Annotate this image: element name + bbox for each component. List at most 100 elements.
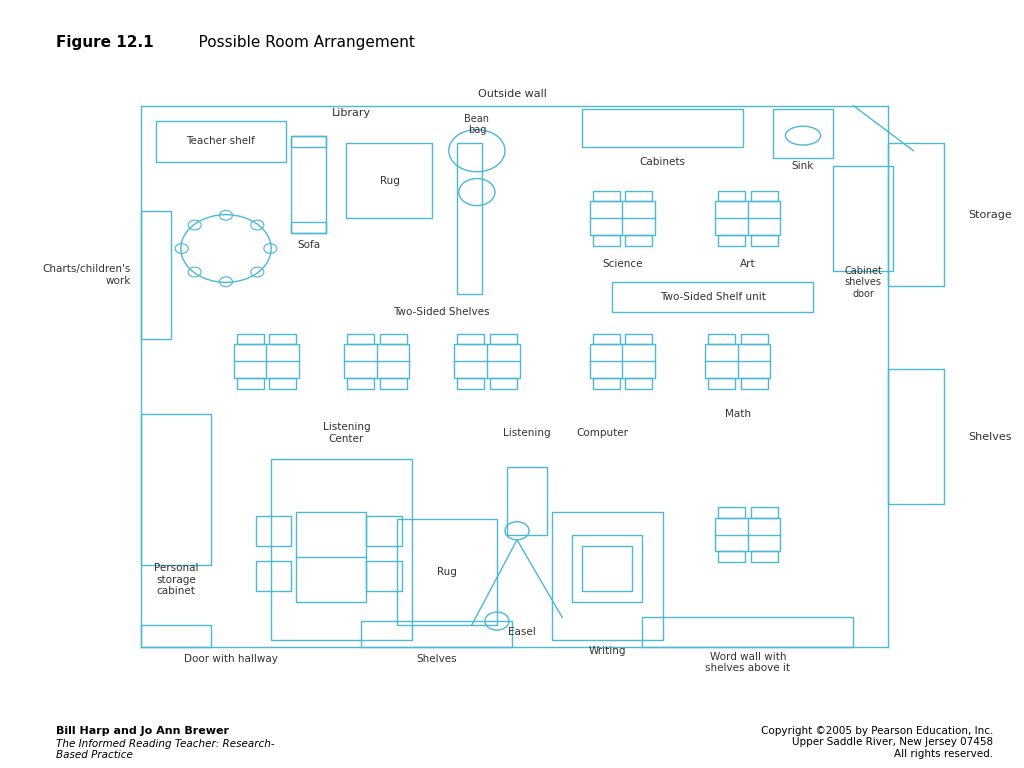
Text: Personal
storage
cabinet: Personal storage cabinet	[154, 563, 198, 596]
Bar	[140, 625, 211, 647]
Bar	[552, 512, 663, 640]
Text: Easel: Easel	[508, 627, 536, 637]
Bar	[718, 507, 745, 518]
Bar	[380, 379, 407, 389]
Text: Cabinets: Cabinets	[640, 157, 685, 167]
Text: Shelves: Shelves	[969, 432, 1012, 442]
Text: Two-Sided Shelf unit: Two-Sided Shelf unit	[659, 293, 766, 303]
Text: Door with hallway: Door with hallway	[184, 654, 278, 664]
Bar	[626, 334, 652, 345]
Bar	[715, 201, 780, 235]
Bar	[455, 345, 519, 379]
Bar	[344, 345, 410, 379]
Bar	[590, 345, 655, 379]
Bar	[626, 379, 652, 389]
Bar	[237, 334, 263, 345]
Bar	[347, 379, 374, 389]
Bar	[751, 551, 778, 562]
Bar	[751, 235, 778, 246]
Text: Rug: Rug	[437, 567, 457, 578]
Bar	[626, 191, 652, 201]
Bar	[237, 379, 263, 389]
Text: Math: Math	[725, 409, 751, 419]
Bar	[458, 334, 484, 345]
Bar	[572, 535, 642, 602]
Bar	[489, 379, 517, 389]
Bar	[269, 379, 296, 389]
Bar	[347, 334, 374, 345]
Bar	[593, 235, 620, 246]
Bar	[593, 334, 620, 345]
Bar	[296, 512, 367, 602]
Bar	[715, 518, 780, 551]
Text: Listening
Center: Listening Center	[323, 422, 371, 444]
Bar	[888, 369, 943, 505]
Bar	[367, 516, 401, 546]
Bar	[593, 379, 620, 389]
Bar	[773, 109, 834, 158]
Bar	[751, 507, 778, 518]
Bar	[626, 235, 652, 246]
Text: Science: Science	[602, 259, 643, 269]
Text: Teacher shelf: Teacher shelf	[186, 136, 255, 146]
Text: Figure 12.1: Figure 12.1	[56, 35, 154, 50]
Text: Word wall with
shelves above it: Word wall with shelves above it	[706, 652, 791, 674]
Text: Art: Art	[740, 259, 756, 269]
Bar	[291, 136, 327, 147]
Bar	[140, 211, 171, 339]
Text: Possible Room Arrangement: Possible Room Arrangement	[179, 35, 415, 50]
Bar	[367, 561, 401, 591]
Text: Copyright ©2005 by Pearson Education, Inc.
Upper Saddle River, New Jersey 07458
: Copyright ©2005 by Pearson Education, In…	[761, 726, 993, 759]
Bar	[590, 201, 655, 235]
Bar	[396, 519, 497, 625]
Bar	[346, 143, 432, 218]
Text: The Informed Reading Teacher: Research-
Based Practice: The Informed Reading Teacher: Research- …	[56, 739, 275, 760]
Bar	[269, 334, 296, 345]
Bar	[140, 414, 211, 564]
Text: Computer: Computer	[577, 428, 629, 438]
Text: Outside wall: Outside wall	[477, 89, 547, 99]
Bar	[718, 191, 745, 201]
Text: Cabinet
shelves
door: Cabinet shelves door	[845, 266, 882, 299]
Bar	[593, 191, 620, 201]
Bar	[156, 121, 286, 162]
Bar	[709, 379, 735, 389]
Text: Sofa: Sofa	[298, 240, 321, 250]
Text: Bill Harp and Jo Ann Brewer: Bill Harp and Jo Ann Brewer	[56, 726, 229, 736]
Bar	[740, 379, 768, 389]
Bar	[583, 109, 742, 147]
Bar	[380, 334, 407, 345]
Text: Charts/children's
work: Charts/children's work	[42, 264, 131, 286]
Bar	[256, 516, 291, 546]
Bar	[361, 621, 512, 647]
Text: Bean
bag: Bean bag	[464, 114, 489, 135]
Bar	[612, 283, 813, 313]
Bar	[507, 467, 547, 535]
Text: Rug: Rug	[380, 176, 399, 186]
Bar	[457, 143, 482, 293]
Bar	[709, 334, 735, 345]
Bar	[256, 561, 291, 591]
Bar	[583, 546, 633, 591]
Text: Writing: Writing	[589, 646, 626, 656]
Bar	[740, 334, 768, 345]
Bar	[489, 334, 517, 345]
Bar	[291, 222, 327, 233]
Bar	[271, 459, 412, 640]
Bar	[834, 166, 893, 271]
Text: Sink: Sink	[792, 161, 814, 170]
Bar	[233, 345, 299, 379]
Bar	[291, 136, 327, 233]
Bar	[888, 143, 943, 286]
Bar	[751, 191, 778, 201]
Text: Shelves: Shelves	[417, 654, 457, 664]
Text: Two-Sided Shelves: Two-Sided Shelves	[393, 307, 490, 317]
Text: Storage: Storage	[969, 210, 1013, 220]
Bar	[458, 379, 484, 389]
Bar	[718, 235, 745, 246]
Text: Library: Library	[332, 108, 371, 118]
Bar	[706, 345, 770, 379]
Bar	[718, 551, 745, 562]
Bar	[642, 617, 853, 647]
Text: Listening: Listening	[503, 428, 551, 438]
